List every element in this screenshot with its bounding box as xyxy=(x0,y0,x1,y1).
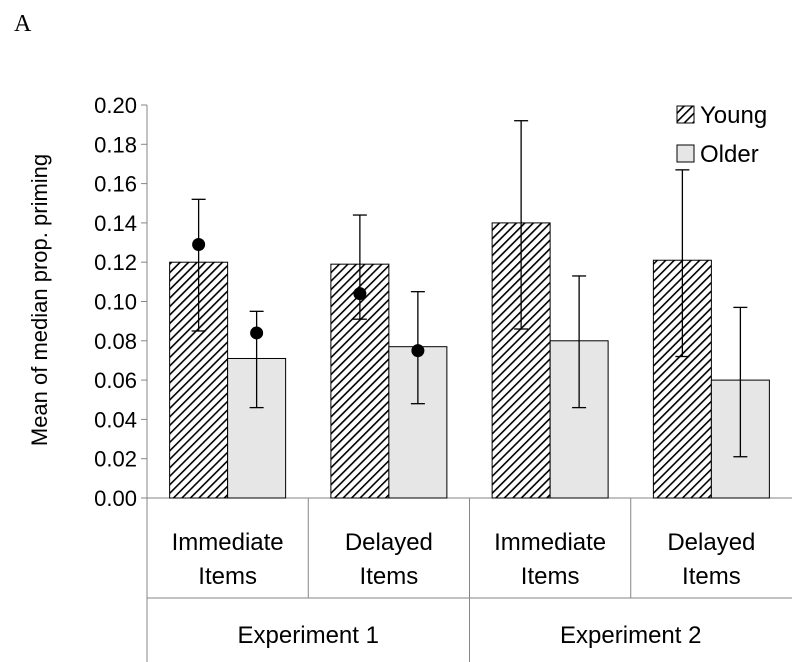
axes: 0.00 0.02 0.04 0.06 0.08 0.10 0.12 0.14 0.16 0.18… xyxy=(94,93,792,662)
legend-label-young: Young xyxy=(700,102,767,129)
legend: Young Older xyxy=(676,102,767,168)
x-tick-label: Delayed Items xyxy=(667,529,755,590)
x-tick-label: Immediate Items xyxy=(172,529,284,590)
dots xyxy=(192,238,425,358)
legend-swatch-young xyxy=(676,105,695,124)
y-tick-label: 0.20 xyxy=(94,93,137,118)
y-tick-label: 0.02 xyxy=(94,447,137,472)
y-tick-label: 0.12 xyxy=(94,250,137,275)
y-tick-label: 0.18 xyxy=(94,132,137,157)
y-axis-label: Mean of median prop. priming xyxy=(27,154,52,446)
panel-label: A xyxy=(14,11,32,37)
legend-swatch-older xyxy=(676,144,695,163)
data-dot xyxy=(411,344,425,358)
data-dot xyxy=(192,238,206,252)
y-tick-label: 0.04 xyxy=(94,407,137,432)
y-tick-label: 0.16 xyxy=(94,172,137,197)
legend-label-older: Older xyxy=(700,141,759,168)
y-tick-label: 0.00 xyxy=(94,486,137,511)
x-group-label: Experiment 1 xyxy=(238,622,379,649)
bars xyxy=(169,222,770,499)
error-bars xyxy=(191,120,748,458)
data-dot xyxy=(353,287,367,301)
x-group-label: Experiment 2 xyxy=(560,622,701,649)
y-tick-label: 0.14 xyxy=(94,211,137,236)
y-tick-label: 0.08 xyxy=(94,329,137,354)
y-tick-label: 0.10 xyxy=(94,290,137,315)
x-tick-label: Immediate Items xyxy=(494,529,606,590)
y-tick-label: 0.06 xyxy=(94,368,137,393)
x-tick-label: Delayed Items xyxy=(345,529,433,590)
data-dot xyxy=(250,326,264,340)
